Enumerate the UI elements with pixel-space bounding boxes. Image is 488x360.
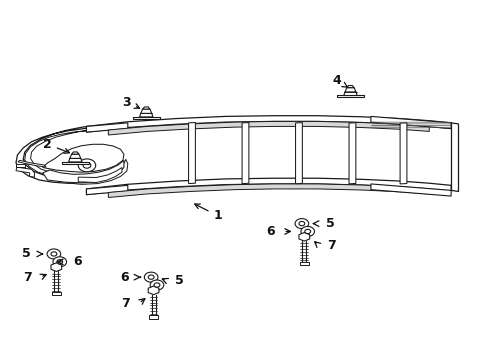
Polygon shape	[139, 113, 153, 117]
Polygon shape	[68, 158, 82, 162]
Text: 5: 5	[325, 217, 334, 230]
Text: 5: 5	[175, 274, 184, 287]
Polygon shape	[336, 95, 363, 97]
Text: 4: 4	[332, 74, 346, 87]
Polygon shape	[78, 167, 122, 183]
Text: 7: 7	[23, 271, 31, 284]
Circle shape	[53, 257, 66, 267]
Polygon shape	[16, 126, 86, 184]
Polygon shape	[108, 121, 428, 135]
Polygon shape	[108, 184, 428, 198]
Polygon shape	[62, 162, 88, 164]
Polygon shape	[345, 87, 355, 92]
Polygon shape	[149, 315, 158, 319]
Text: 6: 6	[265, 225, 274, 238]
Text: 1: 1	[194, 204, 222, 222]
Polygon shape	[70, 154, 81, 158]
Circle shape	[154, 283, 160, 287]
Polygon shape	[346, 86, 353, 87]
Text: 3: 3	[122, 96, 139, 109]
Polygon shape	[25, 131, 86, 179]
Circle shape	[47, 249, 61, 259]
Circle shape	[294, 219, 308, 229]
Polygon shape	[86, 116, 450, 132]
Circle shape	[298, 221, 304, 226]
Text: 7: 7	[121, 297, 130, 310]
Polygon shape	[295, 123, 302, 184]
Polygon shape	[242, 122, 248, 184]
Polygon shape	[67, 159, 127, 184]
Circle shape	[83, 162, 91, 168]
Polygon shape	[142, 107, 150, 109]
Text: 5: 5	[22, 247, 30, 260]
Circle shape	[144, 272, 158, 282]
Circle shape	[304, 229, 310, 234]
Polygon shape	[86, 123, 127, 132]
Polygon shape	[42, 160, 123, 183]
Polygon shape	[51, 263, 61, 271]
Polygon shape	[86, 185, 127, 195]
Polygon shape	[298, 233, 309, 241]
Polygon shape	[299, 262, 308, 265]
Polygon shape	[52, 292, 61, 296]
Polygon shape	[370, 184, 450, 196]
Polygon shape	[348, 123, 355, 184]
Polygon shape	[370, 116, 450, 129]
Polygon shape	[141, 109, 151, 113]
Text: 7: 7	[326, 239, 335, 252]
Polygon shape	[148, 286, 159, 295]
Polygon shape	[16, 167, 34, 177]
Polygon shape	[18, 160, 46, 167]
Polygon shape	[188, 122, 195, 184]
Polygon shape	[133, 117, 159, 119]
Circle shape	[300, 226, 314, 237]
Circle shape	[148, 275, 154, 279]
Circle shape	[51, 252, 57, 256]
Polygon shape	[399, 123, 406, 184]
Polygon shape	[72, 152, 79, 154]
Circle shape	[150, 280, 163, 290]
Text: 6: 6	[120, 271, 128, 284]
Circle shape	[78, 159, 96, 172]
Polygon shape	[42, 144, 123, 172]
Polygon shape	[343, 92, 356, 95]
Polygon shape	[86, 178, 450, 195]
Circle shape	[57, 260, 62, 264]
Text: 2: 2	[43, 138, 69, 153]
Text: 6: 6	[73, 255, 81, 268]
Polygon shape	[16, 163, 25, 167]
